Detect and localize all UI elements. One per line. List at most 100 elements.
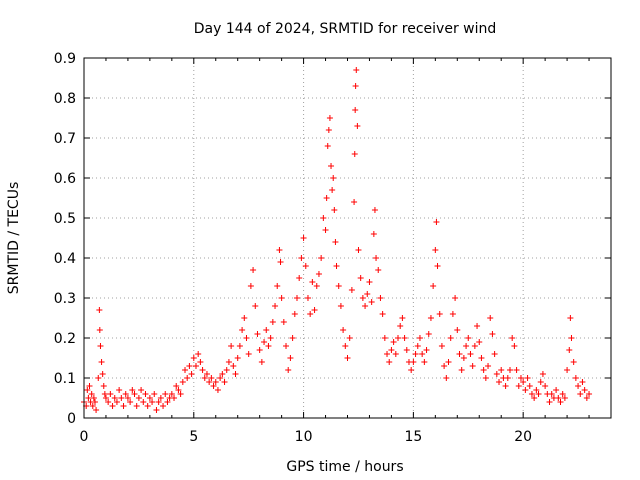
data-point <box>434 263 441 269</box>
data-point <box>397 323 404 329</box>
data-point <box>491 351 498 357</box>
data-point <box>425 331 432 337</box>
data-point <box>90 395 97 401</box>
data-point <box>509 335 516 341</box>
data-point <box>335 283 342 289</box>
data-point <box>289 335 296 341</box>
data-point <box>190 355 197 361</box>
data-point <box>258 359 265 365</box>
data-point <box>269 319 276 325</box>
data-point <box>320 215 327 221</box>
data-point <box>370 231 377 237</box>
data-point <box>99 371 106 377</box>
data-point <box>331 207 338 213</box>
data-point <box>333 263 340 269</box>
data-point <box>498 367 505 373</box>
y-tick-label: 0.1 <box>54 371 76 387</box>
data-point <box>120 403 127 409</box>
data-point <box>263 327 270 333</box>
data-point <box>105 399 112 405</box>
data-point <box>127 399 134 405</box>
data-point <box>296 275 303 281</box>
data-point <box>445 359 452 365</box>
data-point <box>318 255 325 261</box>
data-point <box>243 335 250 341</box>
data-point <box>86 383 93 389</box>
data-point <box>467 351 474 357</box>
data-point <box>177 391 184 397</box>
data-point <box>478 355 485 361</box>
data-point <box>410 359 417 365</box>
data-point <box>421 359 428 365</box>
data-point <box>151 391 158 397</box>
data-point <box>548 391 555 397</box>
x-tick-label: 0 <box>80 429 89 445</box>
data-point <box>307 311 314 317</box>
data-point <box>489 331 496 337</box>
data-point <box>206 379 213 385</box>
data-point <box>371 207 378 213</box>
data-point <box>493 371 500 377</box>
data-point <box>441 363 448 369</box>
data-point <box>142 391 149 397</box>
data-point <box>91 399 98 405</box>
data-point <box>463 343 470 349</box>
data-point <box>354 123 361 129</box>
data-point <box>515 383 522 389</box>
data-point <box>392 351 399 357</box>
data-point <box>390 339 397 345</box>
data-point <box>146 395 153 401</box>
data-point <box>186 363 193 369</box>
data-point <box>323 195 330 201</box>
data-point <box>138 387 145 393</box>
data-point <box>324 143 331 149</box>
data-points <box>81 67 593 413</box>
data-point <box>171 395 178 401</box>
data-point <box>526 383 533 389</box>
data-point <box>234 355 241 361</box>
data-point <box>101 391 108 397</box>
data-point <box>403 347 410 353</box>
x-tick-label: 5 <box>189 429 198 445</box>
data-point <box>203 371 210 377</box>
data-point <box>572 375 579 381</box>
data-point <box>458 367 465 373</box>
data-point <box>433 219 440 225</box>
y-tick-label: 0.5 <box>54 211 76 227</box>
y-tick-label: 0.8 <box>54 91 76 107</box>
data-point <box>436 311 443 317</box>
data-point <box>443 375 450 381</box>
data-point <box>414 343 421 349</box>
data-point <box>342 343 349 349</box>
data-point <box>277 259 284 265</box>
data-point <box>274 283 281 289</box>
data-point <box>236 343 243 349</box>
data-point <box>482 375 489 381</box>
y-tick-label: 0.3 <box>54 291 76 307</box>
data-point <box>300 235 307 241</box>
data-point <box>311 307 318 313</box>
data-point <box>412 351 419 357</box>
y-tick-label: 0.6 <box>54 171 76 187</box>
data-point <box>111 395 118 401</box>
grid <box>84 58 611 418</box>
data-point <box>502 383 509 389</box>
data-point <box>535 391 542 397</box>
data-point <box>423 347 430 353</box>
data-point <box>140 399 147 405</box>
data-point <box>280 319 287 325</box>
y-tick-label: 0 <box>67 411 76 427</box>
data-point <box>98 359 105 365</box>
data-point <box>511 343 518 349</box>
data-point <box>471 343 478 349</box>
data-point <box>278 295 285 301</box>
data-point <box>96 327 103 333</box>
data-point <box>228 343 235 349</box>
y-axis-label: SRMTID / TECUs <box>6 182 22 295</box>
data-point <box>362 303 369 309</box>
x-tick-label: 10 <box>295 429 313 445</box>
data-point <box>109 403 116 409</box>
data-point <box>182 367 189 373</box>
data-point <box>201 375 208 381</box>
data-point <box>395 335 402 341</box>
